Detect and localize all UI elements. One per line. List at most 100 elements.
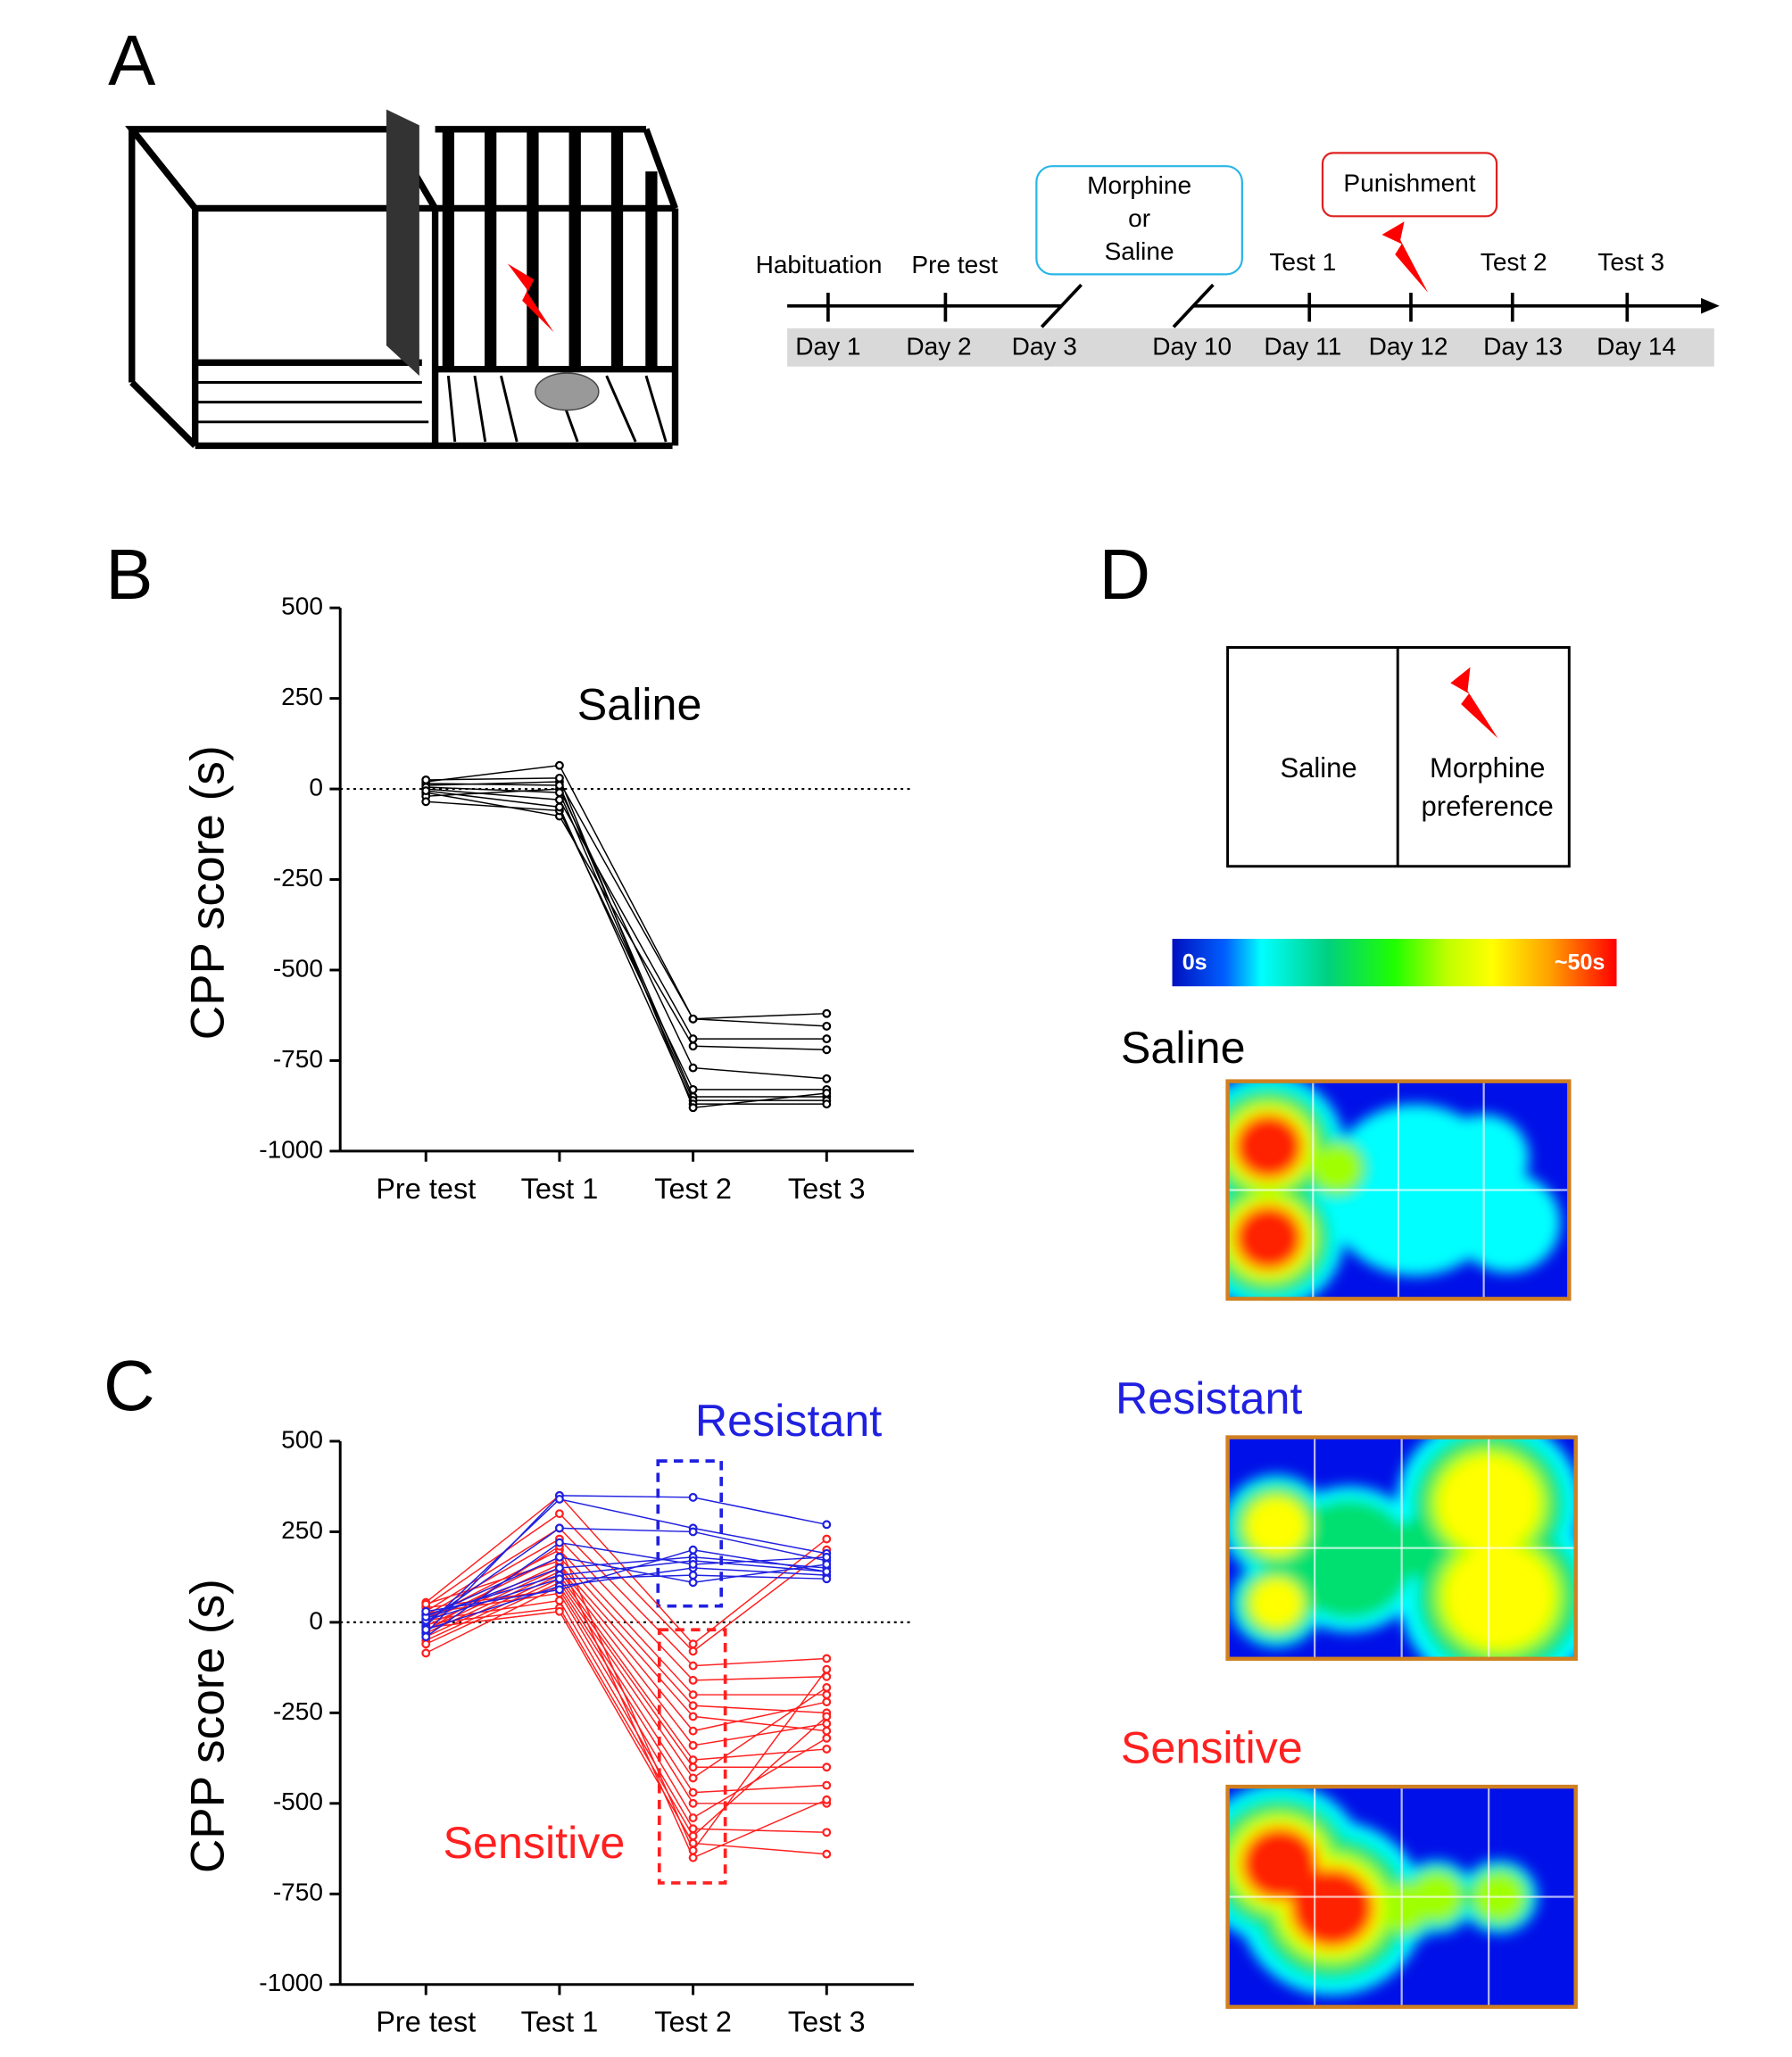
subject-line: [426, 764, 827, 1020]
subject-point: [688, 1853, 698, 1862]
subject-point: [688, 1063, 698, 1073]
subject-point: [822, 1074, 832, 1083]
cage-drawing: [125, 126, 679, 450]
subject-point: [822, 1690, 832, 1700]
subject-line: [426, 1559, 827, 1859]
subject-point: [822, 1574, 832, 1584]
punishment-label: Punishment: [1343, 169, 1475, 196]
subject-line: [426, 1574, 827, 1622]
subject-line: [425, 1574, 827, 1761]
subject-point: [688, 1639, 698, 1649]
subject-point: [822, 1744, 832, 1754]
subject-point: [822, 1733, 832, 1743]
subject-point: [822, 1763, 832, 1772]
subject-line: [425, 1545, 827, 1853]
y-tick-label: -1000: [259, 1969, 323, 1996]
subject-line: [425, 1538, 827, 1681]
subject-line: [425, 1571, 827, 1746]
day-label: Day 3: [1012, 333, 1077, 361]
treatment-box: [1035, 165, 1243, 276]
subject-point: [688, 1014, 698, 1024]
subject-line: [425, 1581, 827, 1779]
series-label: Sensitive: [444, 1818, 626, 1868]
subject-point: [554, 1509, 564, 1519]
y-axis-label: CPP score (s): [181, 1579, 234, 1873]
subject-line: [426, 777, 827, 1109]
shock-icon: [507, 263, 554, 333]
day-label: Day 2: [906, 333, 971, 361]
heat-blob: [1251, 1580, 1302, 1628]
series-label: Resistant: [695, 1396, 882, 1446]
subject-line: [425, 1513, 827, 1653]
heatmap-blobs: [1227, 1787, 1538, 1995]
subject-point: [421, 1606, 431, 1616]
subject-line: [426, 1599, 827, 1834]
subject-point: [688, 1763, 698, 1772]
subject-point: [822, 1726, 832, 1736]
subject-point: [688, 1690, 698, 1700]
subject-point: [822, 1712, 832, 1721]
colorbar: [1172, 939, 1617, 987]
y-tick-label: 250: [281, 683, 323, 710]
subject-point: [554, 1494, 564, 1504]
series-label: Saline: [577, 680, 702, 730]
y-axis-label: CPP score (s): [181, 745, 234, 1040]
y-tick-label: 0: [309, 1606, 323, 1634]
x-tick-label: Pre test: [376, 1173, 476, 1205]
subject-point: [822, 1719, 832, 1729]
subject-line: [426, 783, 827, 1098]
subject-point: [421, 1625, 431, 1634]
subject-point: [822, 1849, 832, 1859]
subject-point: [688, 1527, 698, 1537]
subject-point: [554, 1538, 564, 1547]
subject-point: [688, 1646, 698, 1656]
subject-point: [688, 1712, 698, 1721]
day-label: Day 12: [1369, 333, 1448, 361]
heat-blob: [1247, 1497, 1306, 1554]
subject-point: [554, 1596, 564, 1605]
subject-point: [688, 1545, 698, 1555]
subject-line: [426, 1548, 827, 1613]
panel-label: B: [105, 535, 153, 614]
subject-point: [688, 1571, 698, 1580]
heat-blob: [1290, 1868, 1374, 1948]
treatment-label: or: [1128, 204, 1150, 232]
subject-point: [822, 1795, 832, 1804]
subject-point: [421, 786, 431, 796]
subject-point: [822, 1008, 832, 1018]
subject-point: [554, 802, 564, 812]
timeline-axis: [787, 283, 1705, 328]
subject-point: [822, 1664, 832, 1674]
heatmap: [1227, 1081, 1570, 1299]
subject-point: [421, 775, 431, 784]
subject-point: [688, 1813, 698, 1822]
y-tick-label: -250: [273, 864, 323, 892]
heat-blob: [1234, 1205, 1303, 1271]
subject-point: [822, 1780, 832, 1790]
subject-line: [425, 1495, 827, 1634]
subject-point: [688, 1103, 698, 1113]
subject-line: [426, 1606, 827, 1837]
subject-point: [421, 1599, 431, 1609]
day-label: Day 10: [1152, 333, 1232, 361]
y-tick-label: -750: [273, 1879, 323, 1906]
heatmap-title: Saline: [1121, 1023, 1246, 1073]
subject-point: [688, 1661, 698, 1671]
arrow-head: [1701, 297, 1720, 314]
subject-line: [425, 1556, 827, 1620]
subject-point: [688, 1675, 698, 1685]
x-tick-label: Test 1: [521, 2006, 599, 2038]
timeline-band: [787, 328, 1714, 367]
subject-point: [421, 1648, 431, 1658]
subject-line: [426, 800, 827, 1091]
x-tick-label: Test 3: [788, 1173, 866, 1205]
subject-line: [426, 781, 827, 1027]
event-label: Test 1: [1269, 248, 1336, 276]
treatment-label: Saline: [1105, 237, 1174, 265]
subject-line: [426, 792, 827, 1051]
subject-point: [688, 1773, 698, 1783]
heatmap-frame: [1225, 1079, 1572, 1301]
door: [386, 109, 419, 377]
subject-line: [426, 1592, 827, 1820]
day-label: Day 14: [1597, 333, 1676, 361]
